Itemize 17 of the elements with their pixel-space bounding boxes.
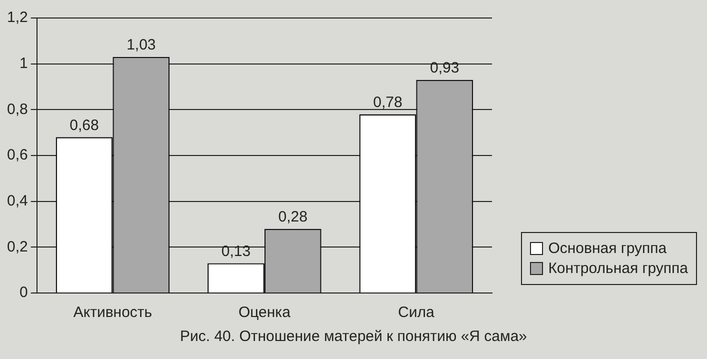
data-label: 1,03: [126, 36, 156, 54]
x-tick-label: Сила: [398, 304, 435, 322]
y-tick-label: 0,8: [6, 100, 28, 118]
y-tick-label: 0,6: [6, 146, 28, 164]
y-tick-label: 0,4: [6, 192, 28, 210]
x-tick-label: Оценка: [238, 304, 292, 322]
data-label: 0,68: [70, 116, 99, 134]
legend-label: Основная группа: [548, 240, 667, 257]
y-tick-label: 1,2: [6, 9, 28, 26]
y-tick-label: 1: [20, 54, 28, 72]
legend-label: Контрольная группа: [548, 260, 688, 277]
data-label: 0,78: [373, 94, 402, 111]
data-label: 0,28: [278, 208, 308, 226]
text: Рис. 40. Отношение матерей к понятию «Я сама»: [179, 328, 528, 345]
y-tick-label: 0: [20, 284, 28, 302]
y-tick-label: 0,2: [6, 238, 28, 256]
x-tick-label: Активность: [73, 304, 152, 322]
